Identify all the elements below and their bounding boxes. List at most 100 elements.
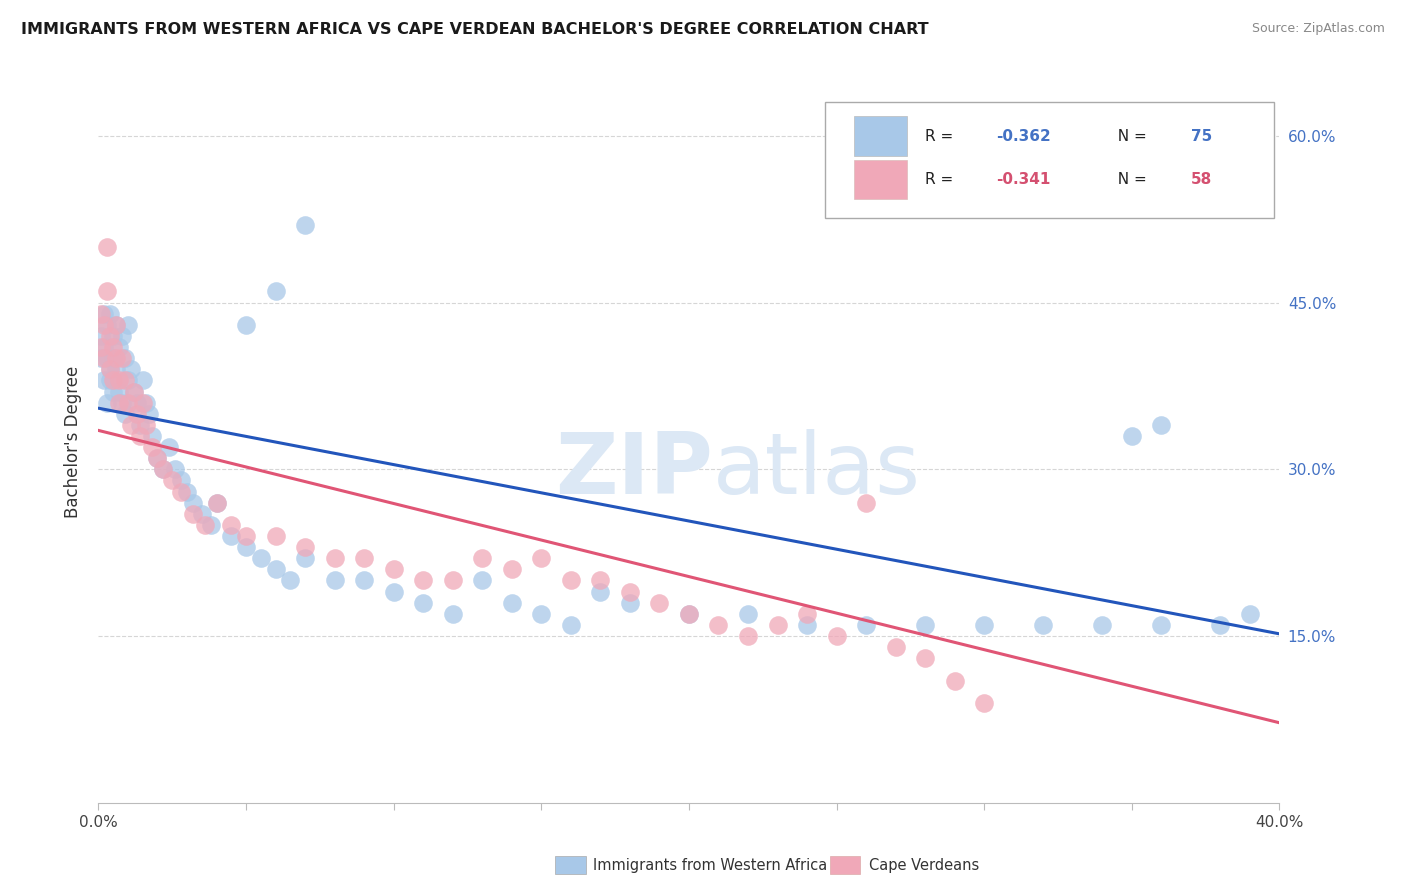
Text: ZIP: ZIP <box>555 429 713 512</box>
Point <box>141 440 163 454</box>
Point <box>181 496 204 510</box>
Point <box>135 417 157 432</box>
Point <box>619 584 641 599</box>
Point <box>90 329 112 343</box>
Point <box>194 517 217 532</box>
Point <box>884 640 907 655</box>
Point <box>737 629 759 643</box>
Point <box>471 551 494 566</box>
Bar <box>855 117 907 156</box>
Text: Immigrants from Western Africa: Immigrants from Western Africa <box>593 858 828 872</box>
Text: R =: R = <box>925 128 959 144</box>
Point <box>108 373 131 387</box>
Point <box>648 596 671 610</box>
Point <box>250 551 273 566</box>
Point <box>1209 618 1232 632</box>
Point <box>93 318 115 332</box>
Point <box>132 373 155 387</box>
Point <box>98 373 121 387</box>
Point <box>280 574 302 588</box>
Point <box>108 340 131 354</box>
Text: atlas: atlas <box>713 429 921 512</box>
Text: 58: 58 <box>1191 172 1212 187</box>
Point <box>235 540 257 554</box>
Point <box>114 351 136 366</box>
Point <box>264 562 287 576</box>
Point <box>412 596 434 610</box>
Point <box>170 484 193 499</box>
Point <box>973 618 995 632</box>
Point <box>221 517 243 532</box>
Point <box>98 362 121 376</box>
Point <box>135 395 157 409</box>
Point <box>96 395 118 409</box>
Point <box>205 496 228 510</box>
Point <box>98 307 121 321</box>
FancyBboxPatch shape <box>825 102 1274 218</box>
Point <box>93 373 115 387</box>
Point <box>128 429 150 443</box>
Point <box>98 329 121 343</box>
Point <box>103 384 125 399</box>
Point <box>1239 607 1261 621</box>
Point <box>1032 618 1054 632</box>
Text: Cape Verdeans: Cape Verdeans <box>869 858 979 872</box>
Point <box>117 395 139 409</box>
Point <box>122 384 145 399</box>
Point <box>1150 618 1173 632</box>
Point <box>530 607 553 621</box>
Point <box>120 362 142 376</box>
Point <box>530 551 553 566</box>
Point <box>914 618 936 632</box>
Point <box>382 584 405 599</box>
Point <box>103 329 125 343</box>
Point <box>796 618 818 632</box>
Text: 75: 75 <box>1191 128 1212 144</box>
Point <box>501 562 523 576</box>
Point <box>796 607 818 621</box>
Point <box>264 285 287 299</box>
Point <box>619 596 641 610</box>
Point <box>170 474 193 488</box>
Point <box>103 351 125 366</box>
Point <box>103 340 125 354</box>
Point <box>117 373 139 387</box>
Point <box>589 574 612 588</box>
Point <box>914 651 936 665</box>
Point <box>235 529 257 543</box>
Point <box>120 417 142 432</box>
Point <box>501 596 523 610</box>
Point <box>176 484 198 499</box>
Point <box>221 529 243 543</box>
Point <box>152 462 174 476</box>
Point <box>128 417 150 432</box>
Point <box>766 618 789 632</box>
Point <box>103 373 125 387</box>
Bar <box>855 160 907 200</box>
Point <box>323 551 346 566</box>
Point <box>162 474 183 488</box>
Point <box>1091 618 1114 632</box>
Point <box>105 351 128 366</box>
Point <box>1150 417 1173 432</box>
Point <box>114 407 136 421</box>
Point <box>441 607 464 621</box>
Point <box>471 574 494 588</box>
Point <box>152 462 174 476</box>
Point <box>855 618 877 632</box>
Point <box>412 574 434 588</box>
Point <box>560 574 582 588</box>
Point <box>90 307 112 321</box>
Point <box>146 451 169 466</box>
Point <box>441 574 464 588</box>
Point <box>943 673 966 688</box>
Point <box>117 318 139 332</box>
Point <box>111 395 134 409</box>
Text: IMMIGRANTS FROM WESTERN AFRICA VS CAPE VERDEAN BACHELOR'S DEGREE CORRELATION CHA: IMMIGRANTS FROM WESTERN AFRICA VS CAPE V… <box>21 22 929 37</box>
Point <box>707 618 730 632</box>
Point <box>96 285 118 299</box>
Text: -0.341: -0.341 <box>995 172 1050 187</box>
Point <box>90 351 112 366</box>
Point <box>125 395 148 409</box>
Y-axis label: Bachelor's Degree: Bachelor's Degree <box>65 366 83 517</box>
